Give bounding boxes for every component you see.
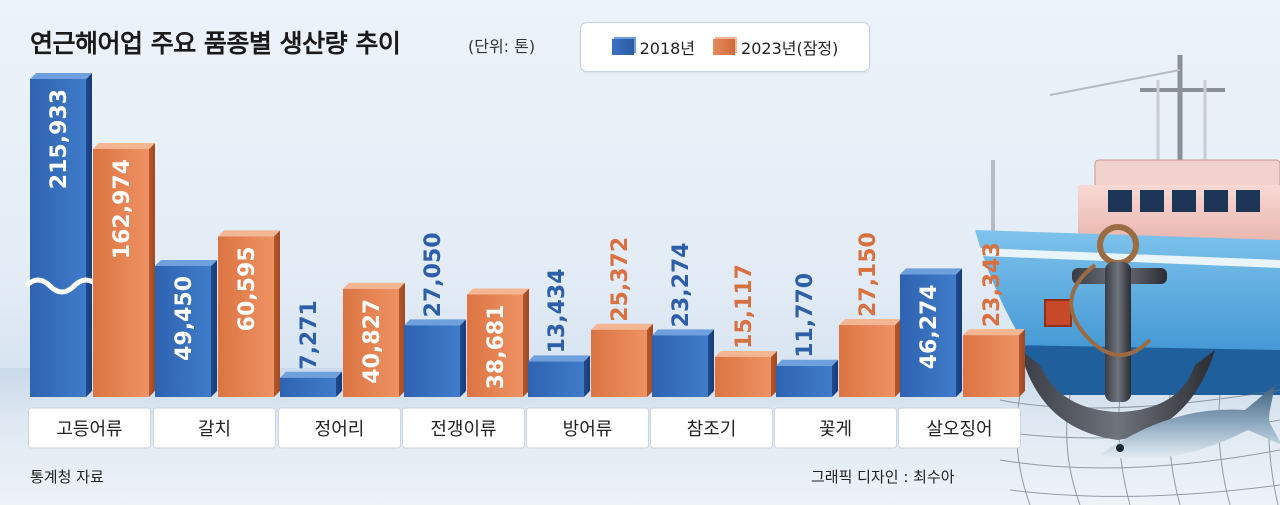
bar-2023 — [467, 294, 523, 397]
category-label-box — [28, 407, 151, 449]
bar-2023 — [839, 325, 895, 397]
bar-side — [460, 319, 466, 397]
category-label: 고등어류 — [56, 419, 122, 440]
category-label: 꽃게 — [819, 419, 852, 440]
category-labels-layer: 고등어류 갈치 정어리 전갱이류 방어류 참조기 꽃게 살오징어 — [28, 407, 1021, 449]
bar-top — [591, 323, 653, 330]
bar-side — [647, 323, 653, 397]
anchor-illustration — [1020, 224, 1215, 440]
bar-side — [149, 143, 155, 397]
bar-side — [211, 259, 217, 397]
bar-top — [218, 230, 280, 237]
bar-2023 — [963, 335, 1019, 397]
bar-2018 — [155, 265, 211, 397]
bar-2018 — [528, 361, 584, 397]
category-label: 참조기 — [687, 419, 737, 440]
bar-top — [776, 359, 838, 366]
value-label: 13,434 — [545, 268, 570, 353]
value-label: 40,827 — [360, 299, 385, 384]
source-note: 통계청 자료 — [30, 468, 104, 486]
bar-2018 — [30, 79, 86, 397]
bar-top — [93, 143, 155, 149]
bar-top — [30, 73, 92, 79]
value-label: 27,150 — [856, 232, 881, 317]
value-label: 23,343 — [980, 242, 1005, 327]
bar-2018 — [652, 335, 708, 397]
chart-title: 연근해어업 주요 품종별 생산량 추이 — [30, 29, 401, 58]
value-label: 23,274 — [669, 242, 694, 327]
bar-side — [274, 230, 280, 397]
bar-2018 — [776, 365, 832, 397]
bar-side — [336, 371, 342, 397]
category-label: 방어류 — [563, 419, 613, 440]
category-label-box — [278, 407, 401, 449]
bar-top — [280, 371, 342, 378]
value-label: 38,681 — [484, 304, 509, 389]
value-label: 15,117 — [732, 264, 757, 349]
value-label: 215,933 — [47, 89, 72, 189]
bar-top — [467, 288, 529, 295]
bars-layer — [24, 73, 1025, 397]
bar-2023 — [343, 288, 399, 397]
bar-side — [584, 355, 590, 397]
bar-top — [343, 282, 405, 289]
category-label-box — [153, 407, 276, 449]
bar-2023 — [715, 356, 771, 397]
value-labels-layer: 215,933 162,974 49,450 60,595 7,271 40,827 27,… — [47, 89, 1005, 389]
value-label: 49,450 — [172, 276, 197, 361]
category-label: 갈치 — [198, 419, 231, 440]
bar-top — [528, 355, 590, 362]
fish-illustration — [1100, 385, 1280, 460]
value-label: 25,372 — [608, 237, 633, 322]
bar-side — [956, 268, 962, 397]
value-label: 7,271 — [297, 300, 322, 370]
category-label-box — [402, 407, 525, 449]
legend-label-2023: 2023년(잠정) — [741, 39, 839, 58]
value-label: 27,050 — [421, 232, 446, 317]
value-label: 46,274 — [917, 284, 942, 369]
bar-2018 — [404, 325, 460, 397]
bar-top — [652, 329, 714, 336]
category-label: 정어리 — [315, 419, 365, 440]
category-label-box — [774, 407, 897, 449]
bar-side — [895, 319, 901, 397]
bar-top — [900, 268, 962, 275]
design-credit: 그래픽 디자인 : 최수아 — [811, 468, 955, 486]
category-label-box — [526, 407, 649, 449]
bar-side — [399, 282, 405, 397]
bar-side — [1019, 329, 1025, 397]
bar-side — [832, 359, 838, 397]
bar-side — [523, 288, 529, 397]
category-label-box — [650, 407, 773, 449]
unit-note: (단위: 톤) — [468, 37, 536, 56]
category-label-box — [898, 407, 1021, 449]
bar-2023 — [218, 236, 274, 397]
legend-item-2018: 2018년 — [611, 35, 696, 59]
axis-break-mark — [24, 277, 100, 295]
legend-swatch-2018 — [611, 39, 634, 55]
value-label: 11,770 — [793, 273, 818, 358]
bar-2023 — [93, 149, 149, 397]
category-label: 살오징어 — [926, 419, 992, 440]
legend-swatch-2023 — [713, 39, 736, 55]
bar-top — [963, 329, 1025, 336]
legend: 2018년 2023년(잠정) — [580, 22, 870, 72]
bar-2018 — [280, 377, 336, 397]
value-label: 60,595 — [235, 246, 260, 331]
bar-2018 — [900, 274, 956, 397]
bar-side — [86, 73, 92, 397]
bar-top — [839, 319, 901, 326]
legend-label-2018: 2018년 — [639, 39, 696, 58]
bar-top — [715, 350, 777, 357]
bar-top — [404, 319, 466, 326]
bar-side — [708, 329, 714, 397]
category-label: 전갱이류 — [430, 419, 496, 440]
bar-top — [155, 259, 217, 266]
legend-item-2023: 2023년(잠정) — [713, 35, 838, 59]
bar-2023 — [591, 329, 647, 397]
value-label: 162,974 — [110, 159, 135, 259]
bar-side — [771, 350, 777, 397]
